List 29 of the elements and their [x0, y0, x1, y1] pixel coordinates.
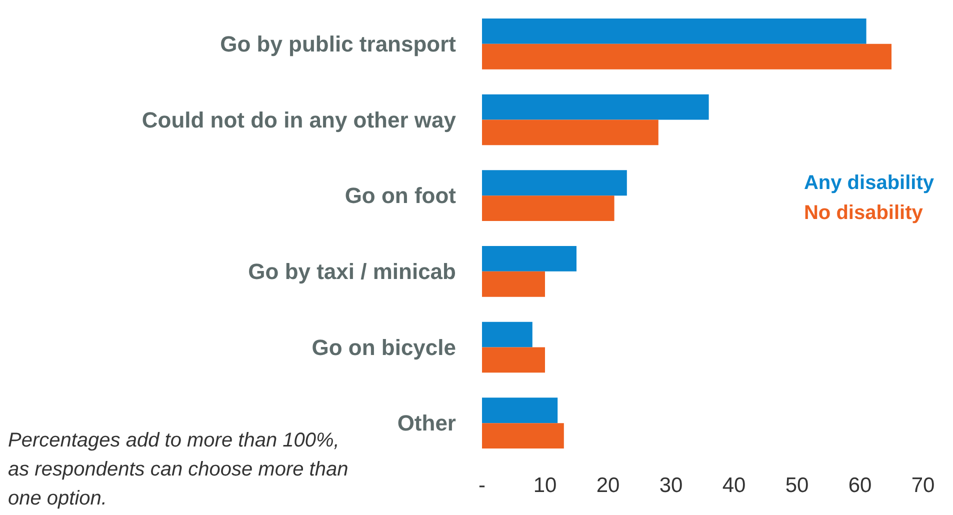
text: Percentages add to more than 100%, as respondents can choose more than one option. — [8, 430, 354, 510]
x-tick-label: 30 — [659, 474, 683, 497]
bar — [482, 94, 709, 120]
bar — [482, 120, 658, 146]
x-tick-label: 70 — [911, 474, 935, 497]
x-tick-label: 50 — [785, 474, 809, 497]
x-tick-label: 60 — [848, 474, 872, 497]
bar — [482, 347, 545, 373]
x-tick-label: 20 — [596, 474, 620, 497]
bar — [482, 423, 564, 448]
bar — [482, 170, 627, 196]
y-tick-label: Could not do in any other way — [142, 107, 457, 132]
bar — [482, 398, 558, 424]
bar — [482, 44, 892, 70]
x-tick-label: 40 — [722, 474, 746, 497]
y-tick-label: Go by public transport — [220, 31, 457, 56]
y-tick-label: Go on foot — [344, 183, 457, 208]
x-tick-label: - — [478, 474, 486, 497]
y-tick-label: Other — [397, 410, 456, 436]
text: No disability — [804, 202, 924, 224]
bar — [482, 196, 614, 221]
bar — [482, 18, 866, 44]
bar — [482, 246, 576, 272]
y-tick-label: Go by taxi / minicab — [248, 258, 456, 284]
bar — [482, 271, 545, 297]
bar — [482, 322, 532, 348]
x-tick-label: 10 — [533, 474, 557, 497]
text: Any disability — [804, 172, 935, 194]
y-tick-label: Go on bicycle — [312, 334, 456, 360]
